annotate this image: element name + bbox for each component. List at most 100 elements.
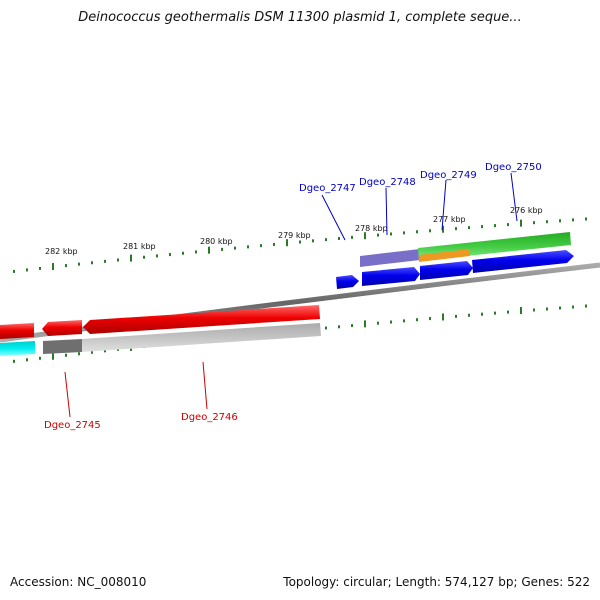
forward-features (336, 232, 574, 289)
outer-tick (377, 233, 379, 237)
outer-tick-track (13, 217, 587, 273)
outer-tick (585, 217, 587, 221)
inner-tick (390, 320, 392, 324)
accession-text: Accession: NC_008010 (10, 575, 147, 589)
outer-tick (195, 250, 197, 254)
tick-label-280: 280 kbp (200, 237, 233, 246)
feature-cyan[interactable] (0, 341, 35, 356)
backbone-arc (0, 262, 600, 343)
map-title: Deinococcus geothermalis DSM 11300 plasm… (78, 10, 522, 25)
inner-tick (351, 324, 353, 328)
outer-tick (169, 253, 171, 257)
outer-tick (442, 225, 444, 233)
outer-tick (208, 246, 210, 254)
tick-label-279: 279 kbp (278, 231, 311, 240)
label-leaders (64, 172, 518, 418)
outer-tick (299, 240, 301, 244)
leader-dgeo-2745 (64, 371, 71, 418)
tick-label-281: 281 kbp (123, 242, 156, 251)
leader-dgeo-2748 (385, 187, 388, 236)
outer-tick (39, 266, 41, 270)
outer-tick (65, 264, 67, 268)
topology-summary: Topology: circular; Length: 574,127 bp; … (283, 575, 590, 589)
outer-tick (52, 263, 54, 271)
inner-tick (468, 313, 470, 317)
outer-tick (130, 254, 132, 262)
feature-gray[interactable] (82, 323, 321, 352)
leader-dgeo-2746 (202, 361, 208, 410)
outer-tick (221, 247, 223, 251)
outer-tick (143, 255, 145, 259)
outer-tick (117, 258, 119, 262)
inner-tick (377, 321, 379, 325)
inner-tick (455, 314, 457, 318)
tick-label-277: 277 kbp (433, 215, 466, 224)
inner-tick (429, 317, 431, 321)
gene-label-dgeo-2747[interactable]: Dgeo_2747 (299, 183, 356, 194)
cds-forward-dgeo-2749[interactable] (420, 261, 473, 280)
cds-forward-dgeo-2748[interactable] (362, 267, 420, 286)
tick-label-278: 278 kbp (355, 224, 388, 233)
feature-purple[interactable] (360, 249, 420, 267)
outer-tick (507, 223, 509, 227)
outer-tick (403, 231, 405, 235)
leader-dgeo-2750 (510, 172, 518, 222)
cds-reverse-dgeo-2745[interactable] (42, 320, 82, 336)
cds-forward-dgeo-2747[interactable] (336, 275, 359, 289)
inner-tick (78, 352, 80, 356)
inner-tick (403, 319, 405, 323)
outer-tick (182, 251, 184, 255)
outer-tick (429, 229, 431, 233)
outer-tick (234, 246, 236, 250)
inner-tick (520, 307, 522, 315)
cds-forward-dgeo-2750[interactable] (472, 250, 574, 273)
outer-tick (338, 236, 340, 240)
reverse-features (0, 305, 321, 356)
inner-tick (546, 307, 548, 311)
outer-tick (546, 220, 548, 224)
inner-tick (416, 318, 418, 322)
outer-tick (104, 259, 106, 263)
gene-label-dgeo-2750[interactable]: Dgeo_2750 (485, 162, 542, 173)
inner-tick (364, 320, 366, 328)
inner-tick (104, 349, 106, 353)
inner-tick (572, 305, 574, 309)
inner-tick (52, 352, 54, 360)
gene-label-dgeo-2749[interactable]: Dgeo_2749 (420, 170, 477, 181)
scale-labels: 282 kbp 281 kbp 280 kbp 279 kbp 278 kbp … (45, 206, 543, 256)
inner-tick (494, 311, 496, 315)
outer-tick (494, 224, 496, 228)
gene-label-dgeo-2748[interactable]: Dgeo_2748 (359, 177, 416, 188)
inner-tick (533, 308, 535, 312)
inner-tick (325, 326, 327, 330)
inner-tick (39, 356, 41, 360)
outer-tick (78, 262, 80, 266)
outer-tick (520, 219, 522, 227)
outer-tick (468, 226, 470, 230)
inner-tick (26, 358, 28, 362)
outer-tick (533, 221, 535, 225)
outer-tick (351, 235, 353, 239)
inner-tick (481, 312, 483, 316)
outer-tick (481, 225, 483, 229)
inner-tick (65, 353, 67, 357)
outer-tick (286, 239, 288, 247)
outer-tick (312, 239, 314, 243)
tick-label-282: 282 kbp (45, 247, 78, 256)
outer-tick (364, 232, 366, 240)
gene-labels: Dgeo_2747 Dgeo_2748 Dgeo_2749 Dgeo_2750 … (44, 162, 542, 431)
outer-tick (559, 219, 561, 223)
gene-label-dgeo-2745[interactable]: Dgeo_2745 (44, 420, 101, 431)
cds-reverse-left-edge[interactable] (0, 323, 34, 339)
inner-tick (91, 350, 93, 354)
outer-tick (273, 242, 275, 246)
inner-tick (338, 325, 340, 329)
tick-label-276: 276 kbp (510, 206, 543, 215)
gene-label-dgeo-2746[interactable]: Dgeo_2746 (181, 412, 238, 423)
feature-orange[interactable] (419, 249, 470, 262)
outer-tick (572, 218, 574, 222)
cds-reverse-dgeo-2746[interactable] (83, 305, 320, 334)
feature-dark-gray[interactable] (43, 339, 82, 354)
outer-tick (390, 232, 392, 236)
